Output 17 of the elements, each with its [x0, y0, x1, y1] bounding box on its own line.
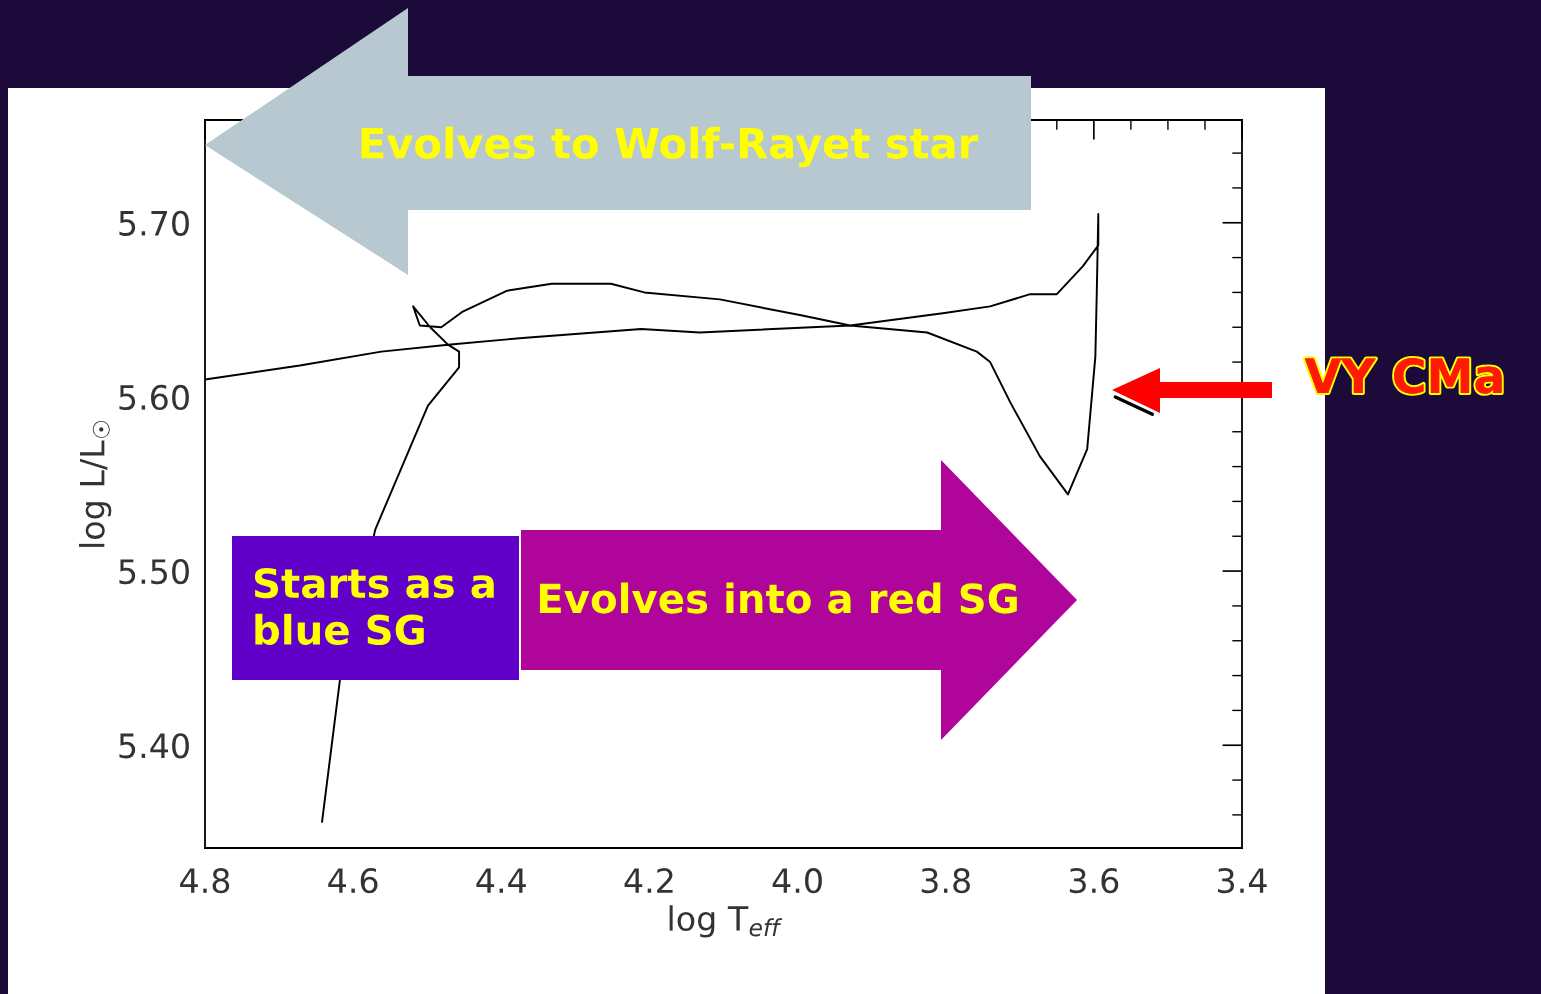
annotation: Evolves to Wolf-Rayet star [361, 126, 979, 168]
y-tick-label: 5.70 [119, 210, 189, 236]
y-axis-title: log L/L$_{☉}$ [79, 420, 112, 547]
y-tick-label: 5.50 [119, 559, 189, 585]
y-tick-label: 5.40 [119, 733, 189, 759]
x-axis-title: log T$_{eff}$ [669, 905, 783, 938]
x-tick-label: 4.2 [624, 868, 673, 893]
x-tick-label: 3.4 [1218, 868, 1267, 894]
x-tick-label: 4.4 [476, 868, 526, 893]
annotation: Starts as a blue SG [254, 567, 494, 645]
x-tick-label: 4.6 [328, 868, 378, 894]
x-tick-label: 4.0 [772, 868, 822, 894]
x-tick-label: 3.8 [921, 868, 970, 894]
x-tick-label: 3.6 [1069, 868, 1119, 894]
annotation: Evolves into a red SG [539, 582, 1017, 614]
y-tick-label: 5.60 [119, 384, 189, 411]
x-tick-label: 4.8 [180, 868, 230, 894]
